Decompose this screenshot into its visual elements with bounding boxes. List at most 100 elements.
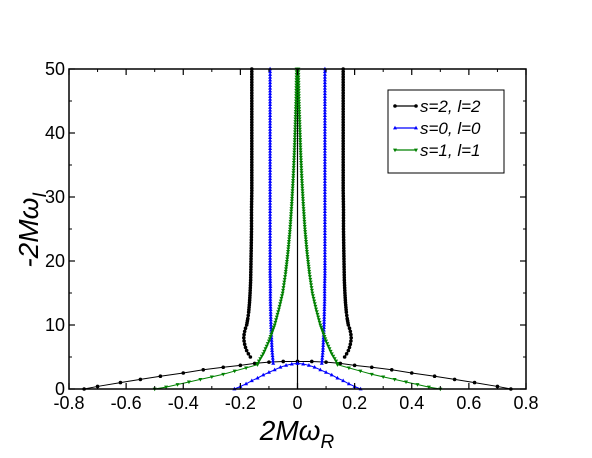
series-s-2-l-2-curve-point xyxy=(243,326,248,331)
series-s-1-l-1-curve-point xyxy=(294,75,299,80)
series-s-0-l-0-curve-point xyxy=(269,340,274,345)
series-s-2-l-2-curve-point xyxy=(342,267,346,272)
series-s-0-l-0-curve-point xyxy=(322,171,327,175)
series-s-0-l-0-curve-point xyxy=(322,294,327,299)
series-s-1-l-1-curve-point xyxy=(297,120,302,124)
series-s-1-l-1-curve-point xyxy=(298,140,303,145)
series-s-2-l-2-curve-point xyxy=(250,173,254,178)
series-s-0-l-0-curve-point xyxy=(321,345,326,350)
series-s-0-l-0-curve-point xyxy=(268,91,273,96)
series-s-1-l-1-curve-point xyxy=(281,283,286,287)
series-s-2-l-2-curve-point xyxy=(250,149,254,154)
series-s-2-l-2-curve-point xyxy=(341,80,346,85)
series-s-0-l-0-curve-point xyxy=(268,132,273,137)
series-s-2-l-2-curve-point xyxy=(341,128,346,133)
series-s-2-l-2-curve-point xyxy=(248,275,253,280)
series-s-0-l-0-curve-point xyxy=(268,121,273,126)
series-s-2-l-2-branch-point xyxy=(389,368,394,372)
series-s-0-l-0-curve-point xyxy=(322,220,327,224)
series-s-0-l-0-curve-point xyxy=(268,118,273,123)
series-s-1-l-1-branch-point xyxy=(232,369,237,374)
series-s-0-l-0-curve-point xyxy=(268,289,273,294)
series-s-1-l-1-curve-point xyxy=(280,291,285,296)
series-s-2-l-2-curve-point xyxy=(248,273,253,277)
series-s-0-l-0-curve-point xyxy=(268,149,273,153)
series-s-2-l-2-curve-point xyxy=(249,208,254,212)
series-s-1-l-1-curve-point xyxy=(289,212,294,216)
series-s-1-l-1-curve-point xyxy=(288,217,293,221)
series-s-2-l-2-curve-point xyxy=(250,178,254,183)
series-s-2-l-2-curve-point xyxy=(341,131,346,135)
series-s-1-l-1-branch-point xyxy=(198,378,203,382)
series-s-1-l-1-curve-point xyxy=(274,318,279,322)
series-s-1-l-1-curve-point xyxy=(284,264,289,269)
series-s-0-l-0-curve-point xyxy=(268,138,273,142)
series-s-1-l-1-curve-point xyxy=(292,155,297,160)
series-s-0-l-0-curve-point xyxy=(322,269,327,273)
series-s-2-l-2-curve-point xyxy=(341,240,346,245)
series-s-0-l-0-curve-point xyxy=(322,274,327,278)
series-s-0-l-0-curve-point xyxy=(322,234,327,238)
series-s-0-l-0-curve-point xyxy=(271,361,276,365)
series-s-1-l-1-curve-point xyxy=(300,196,305,201)
legend-marker xyxy=(414,104,418,108)
series-s-1-l-1-curve-point xyxy=(291,161,296,165)
legend-marker xyxy=(414,148,418,153)
series-s-0-l-0-curve-point xyxy=(322,212,327,216)
series-s-1-l-1-curve-point xyxy=(292,140,297,145)
x-tick-label: -0.6 xyxy=(111,393,142,413)
series-s-1-l-1-curve-point xyxy=(293,117,298,122)
series-s-1-l-1-curve-point xyxy=(297,130,302,134)
series-s-1-l-1-curve-point xyxy=(297,109,302,114)
series-s-0-l-0-curve-point xyxy=(322,121,327,126)
series-s-2-l-2-curve-point xyxy=(249,224,254,229)
series-s-1-l-1-curve-point xyxy=(304,245,309,249)
series-s-2-l-2-curve-point xyxy=(341,136,346,141)
series-s-2-l-2-curve-point xyxy=(341,83,346,87)
series-s-2-l-2-curve-point xyxy=(250,88,254,93)
series-s-2-l-2-curve-point xyxy=(344,313,349,318)
series-s-1-l-1-curve-point xyxy=(290,186,295,191)
series-s-0-l-0-curve-point xyxy=(322,110,327,115)
series-s-2-l-2-curve-point xyxy=(345,316,349,321)
series-s-2-l-2-curve-point xyxy=(341,160,346,165)
series-s-1-l-1-curve-point xyxy=(299,178,304,183)
series-s-1-l-1-curve-point xyxy=(305,252,310,257)
series-s-1-l-1-curve-point xyxy=(276,310,281,314)
series-s-1-l-1-curve-point xyxy=(297,117,302,122)
series-s-2-l-2-curve-point xyxy=(250,69,254,74)
series-s-2-l-2-curve-point xyxy=(248,280,253,285)
series-s-0-l-0-curve-point xyxy=(319,361,324,365)
series-s-0-l-0-curve-point xyxy=(269,345,274,350)
series-s-2-l-2-curve-point xyxy=(341,91,346,95)
series-s-0-l-0-curve-point xyxy=(268,168,273,172)
series-s-1-l-1-curve-point xyxy=(259,354,264,359)
series-s-2-l-2-curve-point xyxy=(341,117,346,122)
series-s-0-l-0-curve-point xyxy=(268,307,273,312)
series-s-2-l-2-curve-point xyxy=(341,170,346,175)
series-s-2-l-2-curve-point xyxy=(349,336,353,340)
series-s-0-l-0-curve-point xyxy=(268,77,273,82)
series-s-0-l-0-curve-point xyxy=(268,198,273,203)
series-s-1-l-1-curve-point xyxy=(307,272,312,276)
series-s-0-l-0-curve-point xyxy=(322,209,327,214)
series-s-1-l-1-curve-point xyxy=(287,237,292,242)
series-s-0-l-0-curve-point xyxy=(322,266,327,271)
series-s-1-l-1-curve-point xyxy=(288,227,293,232)
series-s-0-l-0-curve-point xyxy=(322,77,327,82)
series-s-1-l-1-curve-point xyxy=(292,148,297,152)
series-s-0-l-0-curve-point xyxy=(322,247,327,252)
series-s-1-l-1-curve-point xyxy=(263,347,268,351)
series-s-1-l-1-curve-point xyxy=(307,269,312,274)
series-s-2-l-2-curve-point xyxy=(249,221,254,226)
series-s-1-l-1-curve-point xyxy=(280,294,285,298)
series-s-0-l-0-curve-point xyxy=(268,88,273,93)
series-s-0-l-0-branch-point xyxy=(301,361,306,366)
series-s-2-l-2-curve-point xyxy=(341,157,346,162)
series-s-2-l-2-branch-point xyxy=(409,371,414,375)
series-s-0-l-0-curve-point xyxy=(322,187,327,192)
series-s-0-l-0-branch-point xyxy=(329,372,334,377)
series-s-2-l-2-curve-point xyxy=(341,205,346,209)
series-s-1-l-1-branch-point xyxy=(175,383,180,387)
series-s-1-l-1-curve-point xyxy=(296,91,301,96)
